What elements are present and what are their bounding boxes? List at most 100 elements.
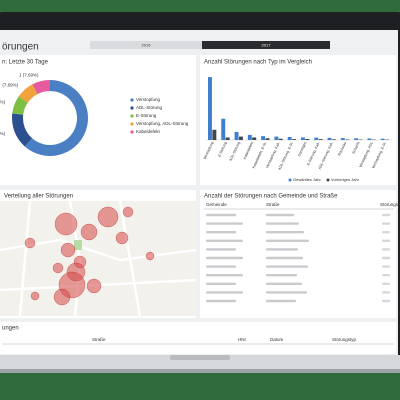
bar [380, 138, 385, 140]
bar [252, 137, 257, 140]
blurred-cell [266, 274, 297, 277]
legend-label: Gewähltes Jahr [293, 177, 321, 182]
bar [340, 138, 345, 140]
bar [274, 136, 279, 140]
bar [318, 139, 323, 140]
bar [225, 137, 230, 140]
tab-label[interactable]: 2017 [262, 43, 272, 48]
laptop-edge [0, 369, 400, 373]
map-park [74, 240, 82, 250]
panel-title: Anzahl Störungen nach Typ im Vergleich [204, 60, 312, 66]
bar [212, 129, 217, 140]
legend-label: E-Störung [136, 113, 157, 118]
blurred-cell [382, 299, 390, 303]
panel [0, 322, 396, 354]
x-tick-label: Rückstau [337, 141, 347, 156]
donut-slice [12, 113, 33, 147]
bubble [97, 206, 119, 228]
blurred-cell [206, 231, 236, 234]
map [0, 200, 197, 317]
panel-title: Verteilung aller Störungen [4, 194, 73, 200]
bubble [122, 206, 134, 218]
bar [278, 138, 283, 140]
bar [327, 137, 332, 140]
data-label: 1 (7,69%) [0, 100, 6, 105]
blurred-cell [382, 274, 390, 277]
blurred-cell [266, 248, 298, 251]
bubble [80, 223, 98, 241]
bar [345, 139, 350, 140]
bubble [54, 212, 78, 236]
bar [234, 131, 239, 140]
blurred-cell [206, 222, 243, 225]
bubble [30, 291, 40, 301]
blurred-cell [266, 239, 309, 242]
bar [305, 138, 310, 140]
donut-slice [32, 79, 50, 95]
blurred-cell [206, 213, 236, 217]
x-tick-label: Verstopfung [203, 141, 215, 160]
blurred-cell [382, 231, 390, 234]
bar [221, 118, 226, 140]
bar [238, 136, 243, 140]
bubble [53, 288, 71, 306]
blurred-cell [382, 248, 390, 251]
blurred-cell [206, 256, 243, 260]
dashboard-title: örungen [2, 42, 39, 53]
bubbles [24, 206, 155, 306]
bubble [145, 251, 155, 261]
blurred-cell [266, 299, 296, 303]
bar [300, 137, 305, 140]
data-label: (7,69%) [2, 82, 18, 87]
donut-slice [18, 84, 38, 103]
legend-swatch [130, 98, 134, 102]
legend-swatch [130, 122, 134, 126]
blurred-cell [206, 265, 236, 268]
blurred-cell [382, 239, 390, 242]
column-header: HNr. [238, 337, 247, 342]
donut-slice [24, 80, 89, 156]
blurred-cell [382, 256, 390, 260]
blurred-cell [206, 282, 236, 285]
laptop-base [0, 355, 400, 371]
column-header: Straße [92, 337, 106, 342]
bar [261, 136, 266, 140]
bubble [24, 237, 36, 249]
data-label: 1 (7,69%) [19, 72, 39, 77]
tab[interactable] [90, 41, 202, 49]
panel-title: ungen [2, 326, 19, 332]
x-tick-label: Sonstiges [297, 141, 307, 157]
blurred-cell [382, 282, 390, 285]
bar [292, 139, 297, 140]
legend-label: ADL-Störung [136, 105, 163, 110]
blurred-cell [382, 265, 390, 268]
bar [354, 138, 359, 140]
blurred-cell [266, 222, 299, 225]
blurred-cell [206, 274, 243, 277]
blurred-cell [382, 222, 390, 225]
x-tick-label: Kabeldefekt [243, 141, 255, 160]
blurred-cell [266, 256, 303, 260]
bubble [115, 231, 129, 245]
bubble [60, 242, 76, 258]
blurred-cell [206, 248, 236, 251]
blurred-cell [266, 213, 294, 217]
blurred-cell [266, 282, 302, 285]
legend-label: Verstopfung, ADL-Störung [136, 121, 189, 126]
bar [367, 138, 372, 140]
blurred-cell [382, 291, 390, 294]
panel-title: Anzahl der Störungen nach Gemeinde und S… [204, 194, 338, 200]
bar [314, 137, 319, 140]
panel [200, 190, 396, 318]
bubble [86, 278, 102, 294]
tab-label[interactable]: 2016 [142, 43, 152, 48]
column-header: Gemeinde [206, 202, 227, 207]
tab-active[interactable] [202, 41, 330, 49]
blurred-cell [266, 265, 308, 268]
donut-slice [12, 96, 28, 115]
legend-label: Vorheriges Jahr [331, 177, 360, 182]
column-header: Straße [266, 202, 280, 207]
blurred-cell [266, 291, 307, 294]
